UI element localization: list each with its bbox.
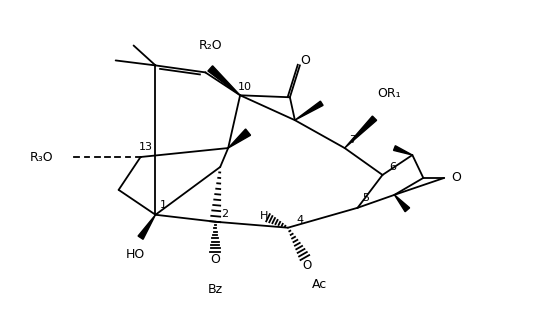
Text: HO: HO — [126, 248, 145, 261]
Polygon shape — [344, 116, 376, 148]
Text: O: O — [210, 253, 220, 266]
Text: 13: 13 — [138, 142, 153, 152]
Polygon shape — [138, 215, 155, 239]
Text: R₃O: R₃O — [29, 151, 53, 164]
Text: 4: 4 — [296, 215, 303, 225]
Text: H: H — [260, 211, 268, 221]
Polygon shape — [228, 129, 250, 148]
Text: 5: 5 — [362, 193, 369, 203]
Text: 7: 7 — [349, 135, 356, 145]
Text: O: O — [302, 259, 311, 272]
Polygon shape — [295, 101, 323, 120]
Text: Bz: Bz — [208, 283, 223, 296]
Text: OR₁: OR₁ — [378, 87, 401, 100]
Text: 2: 2 — [222, 209, 229, 219]
Text: 10: 10 — [238, 82, 252, 92]
Polygon shape — [395, 195, 410, 212]
Text: O: O — [451, 171, 461, 184]
Text: 6: 6 — [389, 162, 396, 172]
Polygon shape — [394, 146, 412, 155]
Text: R₂O: R₂O — [199, 39, 222, 52]
Polygon shape — [208, 66, 240, 95]
Text: 1: 1 — [160, 200, 167, 210]
Text: O: O — [300, 54, 310, 67]
Text: Ac: Ac — [312, 278, 327, 291]
